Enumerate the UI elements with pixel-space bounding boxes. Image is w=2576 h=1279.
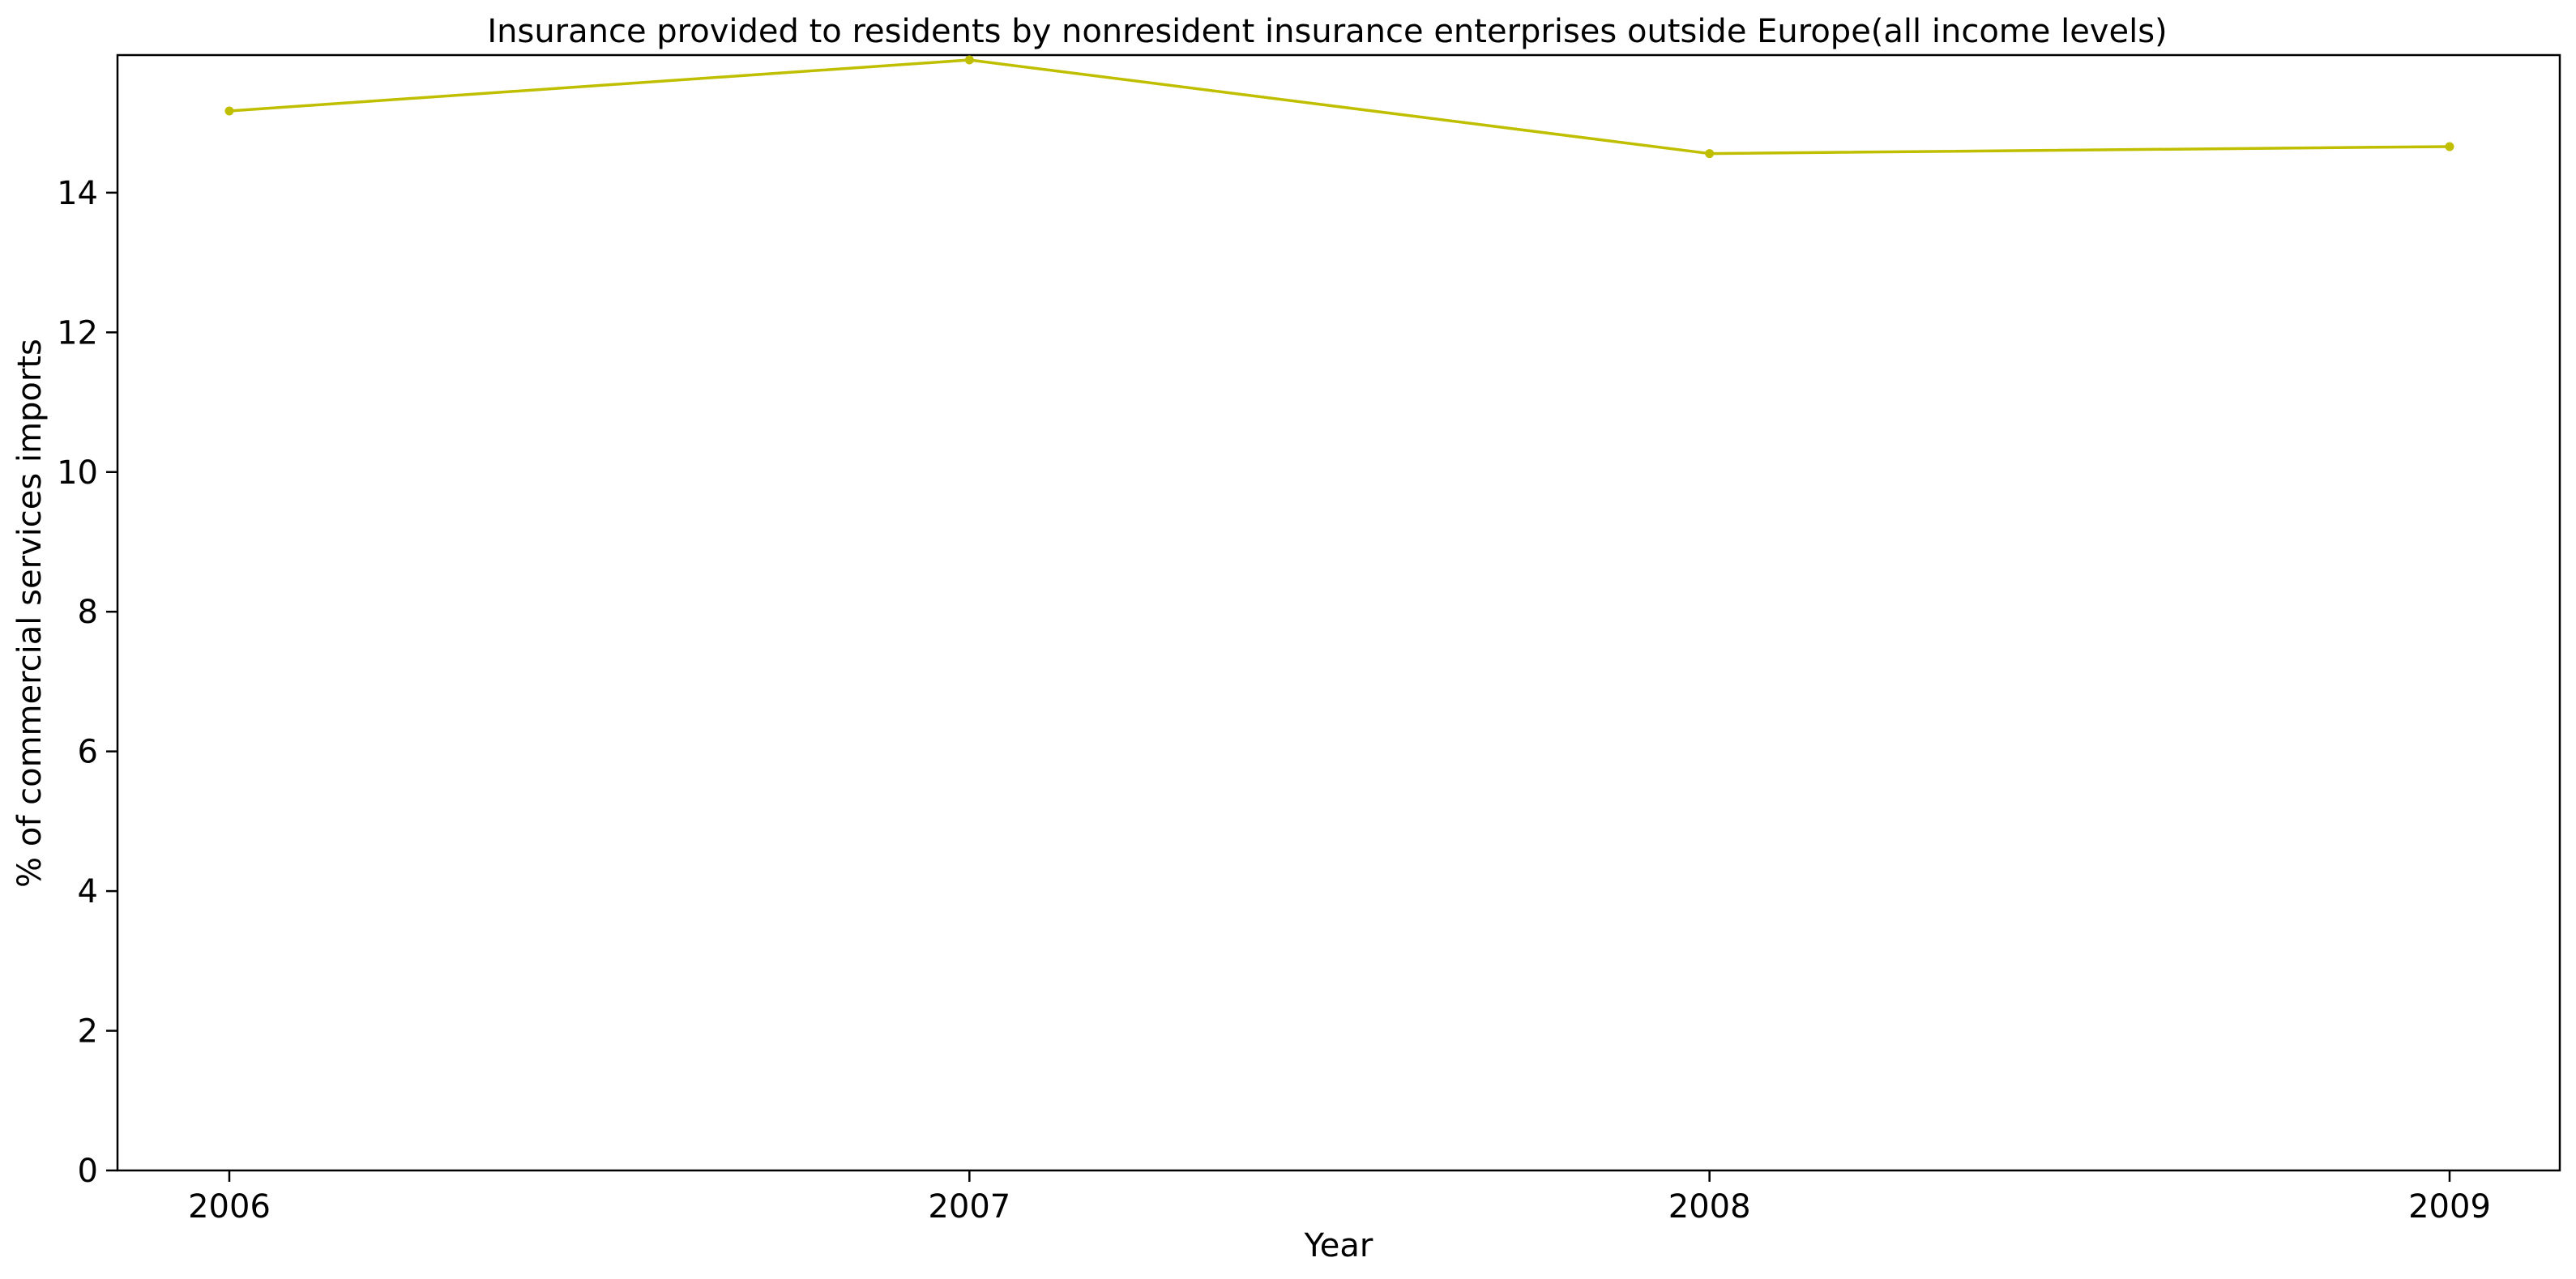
y-tick-label: 8 <box>78 594 98 631</box>
chart-title: Insurance provided to residents by nonre… <box>487 13 2167 50</box>
data-point <box>1705 149 1715 159</box>
x-tick-label: 2007 <box>928 1188 1010 1226</box>
y-axis: 0 2 4 6 8 10 12 14 <box>57 175 117 1190</box>
y-tick-label: 12 <box>57 314 98 352</box>
x-tick-label: 2009 <box>2408 1188 2491 1226</box>
x-tick-label: 2006 <box>188 1188 271 1226</box>
y-tick-label: 0 <box>78 1153 98 1190</box>
data-point <box>964 55 974 65</box>
x-axis-label: Year <box>1304 1227 1373 1264</box>
x-axis: 2006 2007 2008 2009 <box>188 1170 2491 1226</box>
y-tick-label: 6 <box>78 734 98 771</box>
x-tick-label: 2008 <box>1668 1188 1751 1226</box>
data-point <box>2445 142 2454 151</box>
y-axis-label: % of commercial services imports <box>11 339 49 888</box>
data-point <box>224 106 234 116</box>
series-line <box>229 58 2450 156</box>
y-tick-label: 14 <box>57 175 98 212</box>
series-layer <box>224 55 2454 159</box>
plot-area-frame <box>116 53 2561 1172</box>
y-tick-label: 2 <box>78 1013 98 1051</box>
y-tick-label: 10 <box>57 454 98 492</box>
y-tick-label: 4 <box>78 873 98 910</box>
